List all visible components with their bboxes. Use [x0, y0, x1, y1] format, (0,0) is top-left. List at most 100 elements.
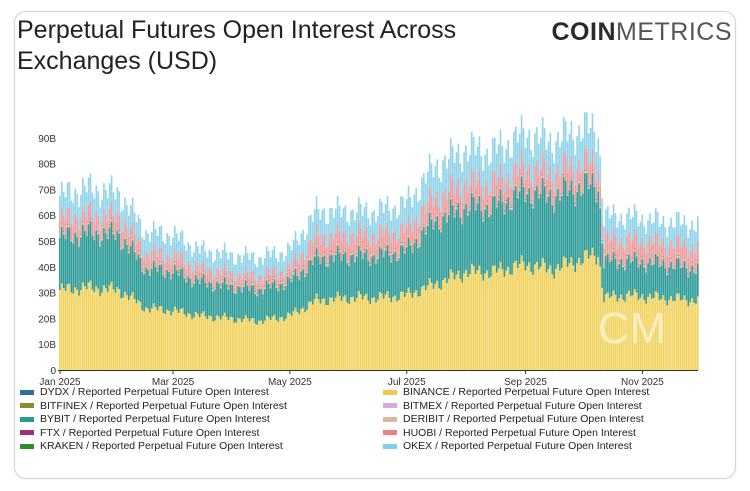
bar-kraken-day-251: [539, 190, 542, 192]
bar-bitfinex-day-320: [672, 268, 674, 270]
bar-deribit-day-270: [576, 189, 578, 191]
bar-binance-day-36: [128, 300, 130, 370]
bar-deribit-day-97: [244, 277, 247, 279]
bar-binance-day-121: [290, 315, 293, 370]
bar-deribit-day-252: [541, 175, 544, 177]
bar-okex-day-332: [695, 231, 697, 254]
bar-okex-day-281: [597, 138, 600, 171]
bar-binance-day-299: [631, 295, 634, 370]
bar-okex-day-192: [426, 171, 429, 203]
bar-bitfinex-day-174: [392, 253, 395, 255]
bar-huobi-day-329: [689, 250, 691, 269]
bar-bybit-day-248: [534, 191, 536, 265]
bar-deribit-day-207: [455, 206, 458, 209]
bar-bybit-day-182: [407, 238, 410, 288]
bar-bitmex-day-81: [214, 288, 216, 290]
bar-kraken-day-113: [275, 285, 278, 286]
bar-bybit-day-61: [175, 270, 178, 310]
bar-binance-day-290: [614, 294, 617, 370]
bar-bitfinex-day-68: [189, 278, 191, 279]
bar-deribit-day-238: [515, 183, 517, 186]
bar-binance-day-244: [526, 265, 529, 370]
bar-bybit-day-23: [103, 228, 105, 286]
bar-kraken-day-121: [290, 278, 293, 280]
bar-binance-day-156: [357, 291, 360, 370]
bar-kraken-day-234: [507, 193, 509, 195]
bar-kraken-day-12: [82, 221, 84, 223]
bar-bitmex-day-215: [470, 192, 473, 194]
bar-bitfinex-day-250: [538, 198, 540, 200]
bar-bybit-day-97: [244, 280, 247, 315]
bar-bybit-day-269: [574, 206, 577, 273]
bar-okex-day-155: [356, 212, 358, 236]
bar-bybit-day-293: [620, 259, 623, 295]
bar-huobi-day-316: [664, 247, 667, 265]
bar-huobi-day-314: [660, 244, 663, 263]
bar-okex-day-132: [311, 221, 314, 246]
bar-kraken-day-168: [380, 245, 383, 247]
bar-okex-day-97: [244, 245, 247, 266]
bar-binance-day-49: [152, 303, 155, 370]
bar-bitmex-day-191: [424, 233, 427, 235]
bar-binance-day-58: [170, 315, 172, 370]
bar-bitfinex-day-143: [333, 261, 335, 263]
bar-binance-day-26: [108, 285, 111, 370]
bar-deribit-day-192: [426, 223, 429, 225]
bar-deribit-day-251: [539, 191, 542, 193]
bar-huobi-day-322: [675, 235, 678, 255]
bar-kraken-day-137: [321, 253, 324, 255]
bar-binance-day-324: [679, 300, 682, 370]
bar-deribit-day-188: [419, 244, 421, 246]
bar-bitmex-day-209: [459, 215, 462, 217]
bar-bitmex-day-264: [564, 179, 567, 181]
bar-bitmex-day-194: [430, 218, 433, 220]
bar-bitfinex-day-51: [156, 271, 159, 273]
bar-deribit-day-185: [413, 240, 416, 242]
bar-bitmex-day-274: [584, 171, 586, 174]
bar-huobi-day-176: [396, 241, 398, 259]
bar-bybit-day-218: [476, 204, 479, 271]
bar-bitmex-day-273: [582, 192, 584, 194]
bar-okex-day-318: [668, 225, 670, 247]
bar-okex-day-246: [530, 150, 532, 182]
bar-deribit-day-76: [204, 280, 207, 282]
bar-bitmex-day-298: [629, 261, 632, 263]
bar-bitmex-day-99: [248, 289, 251, 291]
bar-huobi-day-213: [467, 192, 469, 213]
legend-item: BITMEX / Reported Perpetual Future Open …: [383, 400, 642, 412]
bar-kraken-day-138: [323, 252, 326, 254]
bar-okex-day-180: [403, 207, 406, 233]
bar-bitmex-day-220: [480, 209, 483, 211]
bar-okex-day-260: [557, 131, 559, 165]
bar-huobi-day-152: [350, 233, 352, 253]
bar-bitfinex-day-323: [677, 257, 680, 259]
bar-bitmex-day-52: [158, 263, 161, 265]
bar-kraken-day-11: [80, 234, 82, 235]
bar-binance-day-165: [375, 302, 377, 370]
bar-binance-day-120: [288, 313, 291, 370]
bar-bybit-day-72: [196, 279, 199, 315]
bar-binance-day-289: [612, 290, 615, 370]
bar-bitmex-day-60: [174, 263, 176, 265]
bar-bybit-day-67: [187, 276, 190, 314]
bar-deribit-day-241: [520, 174, 523, 176]
bar-binance-day-145: [336, 291, 339, 370]
bar-huobi-day-323: [677, 235, 680, 255]
bar-bybit-day-82: [216, 282, 218, 316]
bar-huobi-day-289: [612, 229, 615, 249]
bar-bitfinex-day-260: [557, 188, 559, 190]
bar-huobi-day-68: [189, 264, 191, 276]
bar-okex-day-56: [166, 232, 168, 254]
bar-bybit-day-39: [133, 252, 136, 299]
bar-huobi-day-80: [212, 279, 214, 289]
bar-bitfinex-day-34: [124, 238, 126, 240]
bar-bitmex-day-49: [152, 259, 155, 261]
bar-binance-day-59: [172, 311, 174, 370]
bar-kraken-day-76: [204, 279, 207, 281]
bar-bitfinex-day-7: [72, 242, 75, 244]
bar-bybit-day-105: [260, 289, 262, 321]
bar-okex-day-30: [116, 187, 119, 212]
bar-bitmex-day-225: [490, 213, 492, 215]
bar-okex-day-153: [352, 209, 354, 233]
bar-bybit-day-318: [668, 267, 670, 300]
